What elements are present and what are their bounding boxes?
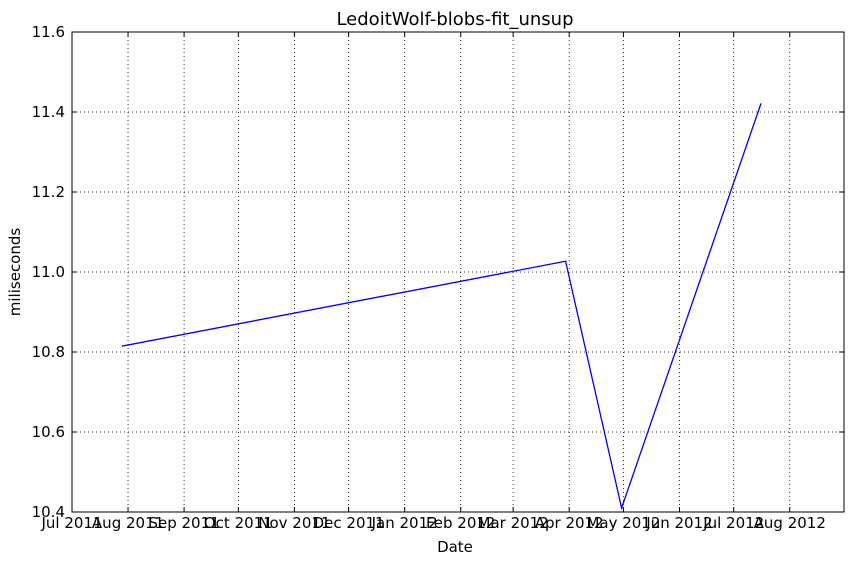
x-tick-label: Aug 2012 [754,514,826,532]
x-tick-label: Mar 2012 [478,514,549,532]
data-point [620,507,623,509]
y-tick-label: 11.0 [32,263,65,281]
y-tick-label: 11.6 [32,23,65,41]
y-axis-label: miliseconds [6,228,24,317]
x-tick-label: Sep 2011 [148,514,219,532]
x-tick-label: Jul 2012 [702,514,764,532]
y-tick-label: 10.6 [32,423,65,441]
x-tick-label: Oct 2011 [204,514,273,532]
y-tick-labels: 10.4 10.6 10.8 11.0 11.2 11.4 11.6 [32,23,65,521]
y-tick-label: 10.8 [32,343,65,361]
x-tick-label: Nov 2011 [258,514,330,532]
y-tick-label: 10.4 [32,503,65,521]
x-tick-label: Feb 2012 [426,514,496,532]
x-tick-label: Apr 2012 [535,514,604,532]
data-point [760,103,762,105]
x-tick-label: Aug 2011 [92,514,164,532]
series-layer [121,103,762,511]
data-point [121,345,124,347]
tick-marks [71,31,844,513]
x-tick-label: Jun 2012 [645,514,712,532]
x-tick-label: Jan 2012 [371,514,438,532]
data-point [564,260,567,263]
x-tick-label: May 2012 [586,514,660,532]
x-tick-label: Jul 2011 [40,514,102,532]
grid-lines [71,31,844,513]
x-axis-label: Date [437,538,473,556]
y-tick-label: 11.2 [32,183,65,201]
chart-title: LedoitWolf-blobs-fit_unsup [336,9,573,30]
x-tick-label: Dec 2011 [313,514,385,532]
series-line [122,103,762,511]
y-tick-label: 11.4 [32,103,65,121]
